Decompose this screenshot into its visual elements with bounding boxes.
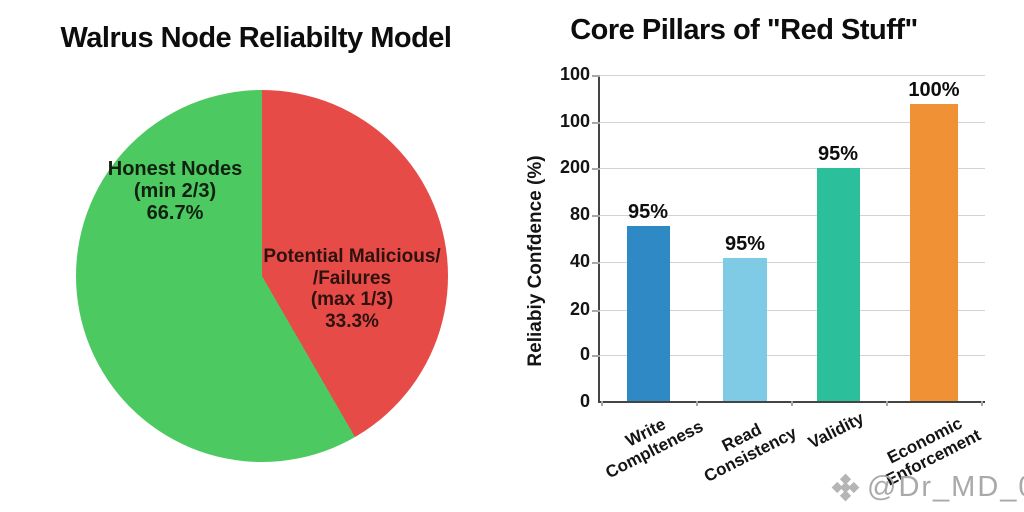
gridline [600, 122, 985, 123]
bar-validity [817, 168, 860, 401]
x-tick-mark [886, 401, 888, 406]
bar-value-label: 95% [817, 143, 859, 165]
y-tick-mark [592, 168, 600, 170]
y-tick-label: 0 [579, 391, 590, 411]
gridline [600, 168, 985, 169]
y-tick-mark [592, 215, 600, 217]
y-tick-mark [592, 75, 600, 77]
y-tick-mark [592, 122, 600, 124]
pie-chart [76, 90, 448, 462]
pie-label-line: Honest Nodes [107, 158, 243, 180]
bar-chart-title: Core Pillars of "Red Stuff" [570, 14, 918, 46]
gridline [600, 310, 985, 311]
bar-read-consistency [723, 258, 767, 401]
y-tick-label: 0 [579, 344, 590, 364]
pie-label-line: 33.3% [325, 310, 379, 332]
y-tick-mark [592, 310, 600, 312]
pie-label-line: /Failures [312, 267, 392, 289]
watermark: @Dr_MD_07 [829, 471, 1024, 504]
pie-label-line: Potential Malicious/ [263, 246, 441, 267]
gridline [600, 75, 985, 76]
gridline [600, 355, 985, 356]
binance-diamond-icon [831, 473, 860, 502]
x-tick-mark [981, 401, 983, 406]
y-tick-label: 200 [559, 157, 590, 177]
bar-value-label: 95% [724, 233, 766, 255]
pie-slice-label-honest-nodes: Honest Nodes (min 2/3) 66.7% [80, 158, 270, 224]
y-tick-mark [592, 262, 600, 264]
y-tick-label: 100 [559, 64, 590, 84]
bar-chart-plot-area: 95% 95% 95% 100% [592, 75, 985, 406]
pie-chart-title: Walrus Node Reliabilty Model [60, 22, 452, 54]
bar-value-label: 95% [627, 201, 669, 223]
gridline [600, 215, 985, 216]
pie-slice-label-malicious-failures: Potential Malicious/ /Failures (max 1/3)… [247, 246, 457, 332]
y-tick-mark [592, 355, 600, 357]
gridline [600, 262, 985, 263]
x-tick-mark [601, 401, 603, 406]
x-tick-mark [791, 401, 793, 406]
bar-write-completeness [627, 226, 670, 401]
x-tick-mark [696, 401, 698, 406]
pie-label-line: (min 2/3) [133, 180, 217, 202]
watermark-handle: @Dr_MD_07 [867, 471, 1024, 503]
y-tick-label: 40 [569, 251, 590, 271]
y-tick-label: 100 [559, 111, 590, 131]
bar-economic-enforcement [910, 104, 958, 401]
y-tick-label: 80 [569, 204, 590, 224]
pie-label-line: (max 1/3) [310, 289, 394, 310]
y-tick-label: 20 [569, 299, 590, 319]
bar-value-label: 100% [908, 79, 960, 101]
pie-label-line: 66.7% [146, 202, 204, 224]
